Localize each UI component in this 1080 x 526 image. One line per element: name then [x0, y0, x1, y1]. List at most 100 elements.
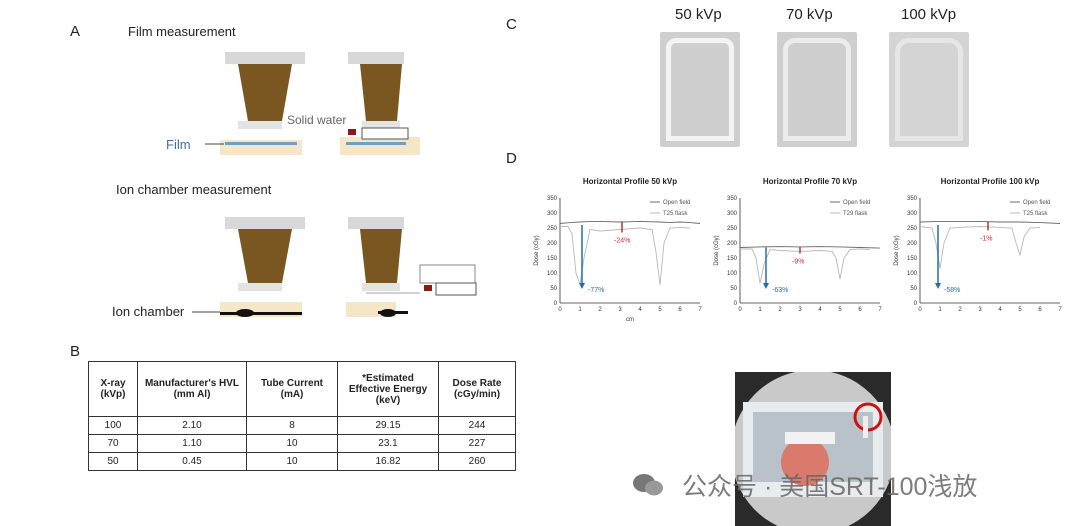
dose-profile-charts: Horizontal Profile 50 kVp050100150200250…: [534, 177, 1062, 323]
film-measurement-title: Film measurement: [128, 24, 236, 39]
y-tick-label: 50: [550, 286, 557, 292]
x-tick-label: 3: [798, 307, 802, 313]
y-tick-label: 50: [910, 286, 917, 292]
y-tick-label: 350: [547, 196, 558, 202]
table-cell: 260: [438, 452, 516, 471]
chart-title: Horizontal Profile 50 kVp: [583, 177, 677, 186]
ion-setup-left: [220, 217, 305, 317]
table-cell: 16.82: [337, 452, 439, 471]
header-tube-current: Tube Current (mA): [246, 361, 338, 417]
x-tick-label: 1: [758, 307, 762, 313]
x-tick-label: 5: [838, 307, 842, 313]
series-line-open-field: [919, 220, 1061, 224]
table-cell: 8: [246, 416, 338, 435]
x-tick-label: 0: [918, 307, 922, 313]
table-row: 50 0.45 10 16.82 260: [88, 452, 516, 471]
x-tick-label: 2: [958, 307, 962, 313]
kvp-label-100: 100 kVp: [901, 6, 957, 23]
table-cell: 23.1: [337, 434, 439, 453]
y-tick-label: 250: [727, 226, 738, 232]
arrow-head: [763, 283, 769, 289]
y-tick-label: 350: [907, 196, 918, 202]
x-tick-label: 0: [738, 307, 742, 313]
flask-photo: [735, 372, 891, 526]
kvp-label-50: 50 kVp: [675, 6, 722, 23]
kvp-label-70: 70 kVp: [786, 6, 833, 23]
ion-chamber-title: Ion chamber measurement: [116, 182, 272, 197]
y-tick-label: 200: [907, 241, 918, 247]
x-tick-label: 6: [678, 307, 682, 313]
y-axis-label: Dose (cGy): [534, 235, 540, 265]
legend-entry: Open field: [1023, 200, 1050, 206]
solid-water-label: Solid water: [287, 113, 347, 127]
x-tick-label: 5: [658, 307, 662, 313]
watermark-text: 公众号 · 美国SRT-100浅放: [682, 473, 978, 501]
y-tick-label: 50: [730, 286, 737, 292]
y-tick-label: 150: [547, 256, 558, 262]
film-image-100kvp: [889, 32, 969, 147]
x-tick-label: 1: [938, 307, 942, 313]
x-tick-label: 4: [998, 307, 1002, 313]
table-cell: 2.10: [137, 416, 247, 435]
x-tick-label: 3: [618, 307, 622, 313]
chart-title: Horizontal Profile 70 kVp: [763, 177, 857, 186]
x-tick-label: 7: [698, 307, 702, 313]
y-tick-label: 300: [727, 211, 738, 217]
x-tick-label: 2: [778, 307, 782, 313]
table-cell: 10: [246, 452, 338, 471]
film-setup-right: [340, 52, 420, 155]
series-line-open-field: [739, 246, 881, 249]
header-hvl: Manufacturer's HVL (mm Al): [137, 361, 247, 417]
y-tick-label: 250: [547, 226, 558, 232]
legend-entry: T29 flask: [843, 211, 868, 217]
arrow-head: [579, 283, 585, 289]
x-tick-label: 6: [1038, 307, 1042, 313]
header-xray: X-ray (kVp): [88, 361, 138, 417]
arrow-head: [935, 283, 941, 289]
annotation-large-drop: -77%: [588, 287, 604, 294]
y-tick-label: 150: [727, 256, 738, 262]
y-tick-label: 0: [554, 301, 558, 307]
header-effective-energy: *Estimated Effective Energy (keV): [337, 361, 439, 417]
y-tick-label: 350: [727, 196, 738, 202]
y-tick-label: 100: [547, 271, 558, 277]
y-tick-label: 0: [734, 301, 738, 307]
x-tick-label: 3: [978, 307, 982, 313]
hvl-table: X-ray (kVp) Manufacturer's HVL (mm Al) T…: [88, 361, 516, 471]
x-tick-label: 0: [558, 307, 562, 313]
table-cell: 29.15: [337, 416, 439, 435]
x-tick-label: 4: [638, 307, 642, 313]
y-tick-label: 100: [727, 271, 738, 277]
ion-chamber-label: Ion chamber: [112, 304, 185, 319]
legend-entry: T25 flask: [663, 211, 688, 217]
x-tick-label: 1: [578, 307, 582, 313]
annotation-small-drop: -1%: [980, 235, 992, 242]
y-tick-label: 300: [547, 211, 558, 217]
y-tick-label: 200: [727, 241, 738, 247]
table-cell: 10: [246, 434, 338, 453]
table-row: 100 2.10 8 29.15 244: [88, 416, 516, 435]
x-tick-label: 4: [818, 307, 822, 313]
series-line-open-field: [559, 220, 701, 224]
annotation-small-drop: -24%: [614, 238, 630, 245]
table-cell: 227: [438, 434, 516, 453]
panel-d-letter: D: [506, 150, 517, 167]
wechat-icon: [632, 473, 664, 497]
annotation-small-drop: -9%: [792, 259, 804, 266]
panel-a-letter: A: [70, 23, 81, 40]
film-image-50kvp: [660, 32, 740, 147]
series-line-flask: [560, 226, 691, 286]
legend-entry: Open field: [843, 200, 870, 206]
x-tick-label: 7: [1058, 307, 1062, 313]
panel-c-letter: C: [506, 16, 517, 33]
chart-title: Horizontal Profile 100 kVp: [941, 177, 1040, 186]
y-axis-label: Dose (cGy): [714, 235, 720, 265]
y-tick-label: 200: [547, 241, 558, 247]
table-row: 70 1.10 10 23.1 227: [88, 434, 516, 453]
y-tick-label: 300: [907, 211, 918, 217]
table-cell: 50: [88, 452, 138, 471]
table-cell: 0.45: [137, 452, 247, 471]
film-image-70kvp: [777, 32, 857, 147]
table-cell: 100: [88, 416, 138, 435]
annotation-large-drop: -63%: [772, 287, 788, 294]
